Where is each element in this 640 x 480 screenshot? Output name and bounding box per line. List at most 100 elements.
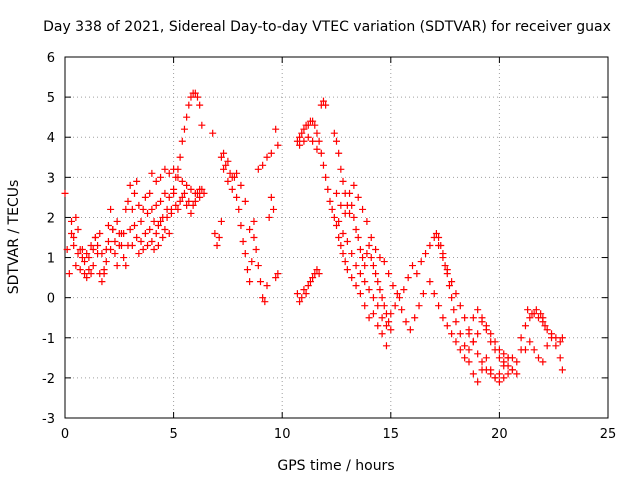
data-point-marker <box>72 213 80 221</box>
data-point-marker <box>478 314 486 322</box>
data-point-marker <box>91 234 99 241</box>
data-point-marker <box>374 302 382 310</box>
data-point-marker <box>300 137 308 145</box>
data-point-marker <box>131 221 139 229</box>
y-tick-label: 3 <box>47 171 55 186</box>
data-point-marker <box>319 97 327 105</box>
data-point-marker <box>137 238 145 246</box>
data-point-marker <box>222 161 230 169</box>
data-point-marker <box>306 278 314 286</box>
data-point-marker <box>85 254 93 262</box>
data-point-marker <box>176 153 184 161</box>
data-point-marker <box>233 193 241 201</box>
data-point-marker <box>333 221 340 229</box>
data-point-marker <box>406 326 414 334</box>
x-tick-label: 15 <box>383 427 400 442</box>
data-point-marker <box>441 262 449 270</box>
tick-marks <box>64 56 609 419</box>
data-point-marker <box>508 354 516 362</box>
data-point-marker <box>293 137 301 145</box>
data-point-marker <box>68 229 76 237</box>
data-point-marker <box>165 193 173 201</box>
data-point-marker <box>504 370 512 378</box>
data-point-marker <box>144 242 152 250</box>
data-point-marker <box>439 254 447 262</box>
data-point-marker <box>558 334 566 342</box>
data-point-marker <box>450 306 458 314</box>
data-point-marker <box>178 193 186 201</box>
data-point-marker <box>152 177 160 185</box>
data-point-marker <box>226 169 234 177</box>
data-point-marker <box>304 133 312 141</box>
data-point-marker <box>180 189 188 197</box>
data-point-marker <box>343 238 351 246</box>
data-point-marker <box>339 250 347 258</box>
chart-title: Day 338 of 2021, Sidereal Day-to-day VTE… <box>43 19 611 35</box>
data-point-marker <box>107 246 115 254</box>
y-tick-label: 0 <box>47 292 55 307</box>
data-point-marker <box>380 302 388 310</box>
data-point-marker <box>163 213 171 221</box>
data-point-marker <box>217 153 225 161</box>
data-point-marker <box>461 342 469 350</box>
data-point-marker <box>541 322 549 330</box>
y-tick-label: 5 <box>47 91 55 106</box>
data-point-marker <box>469 338 477 346</box>
data-point-marker <box>100 270 108 278</box>
data-point-marker <box>224 157 232 165</box>
data-point-marker <box>191 189 199 197</box>
data-point-marker <box>369 294 377 302</box>
data-point-marker <box>452 318 460 326</box>
data-point-marker <box>137 217 145 225</box>
data-point-marker <box>322 101 330 109</box>
data-point-marker <box>293 290 301 298</box>
data-point-marker <box>302 290 310 298</box>
data-point-marker <box>359 205 367 213</box>
data-point-marker <box>189 201 197 209</box>
data-point-marker <box>352 225 360 233</box>
data-point-marker <box>337 165 345 173</box>
data-point-marker <box>109 225 117 233</box>
data-point-marker <box>131 189 139 197</box>
data-point-marker <box>543 326 551 334</box>
data-point-marker <box>83 274 91 282</box>
y-tick-label: 6 <box>47 51 55 66</box>
data-point-marker <box>61 189 69 197</box>
data-point-marker <box>81 258 89 266</box>
data-point-marker <box>474 378 482 386</box>
data-point-marker <box>315 137 323 145</box>
data-point-marker <box>387 310 395 318</box>
data-point-marker <box>500 374 508 382</box>
data-point-marker <box>157 173 165 181</box>
plot-frame <box>64 56 609 419</box>
data-point-marker <box>356 246 364 254</box>
data-point-marker <box>191 197 199 205</box>
data-point-marker <box>452 290 460 298</box>
data-point-marker <box>157 217 165 225</box>
data-point-marker <box>517 334 525 342</box>
data-point-marker <box>254 165 262 173</box>
data-point-marker <box>235 205 243 213</box>
data-point-marker <box>272 125 280 133</box>
y-tick-label: -3 <box>42 412 55 427</box>
data-point-marker <box>378 294 386 302</box>
data-point-marker <box>74 250 82 258</box>
x-tick-label: 5 <box>169 427 177 442</box>
data-point-marker <box>183 201 191 209</box>
data-point-marker <box>556 338 564 346</box>
data-point-marker <box>543 342 551 350</box>
data-point-marker <box>309 274 317 282</box>
data-point-marker <box>504 362 512 370</box>
data-point-marker <box>417 258 425 266</box>
data-point-marker <box>220 165 228 173</box>
data-point-marker <box>250 234 258 241</box>
data-point-marker <box>359 254 367 262</box>
data-point-marker <box>395 294 403 302</box>
data-point-marker <box>211 229 219 237</box>
data-point-marker <box>317 149 325 157</box>
data-point-marker <box>150 217 158 225</box>
data-point-marker <box>328 205 336 213</box>
data-point-marker <box>161 189 169 197</box>
data-point-marker <box>117 229 125 237</box>
